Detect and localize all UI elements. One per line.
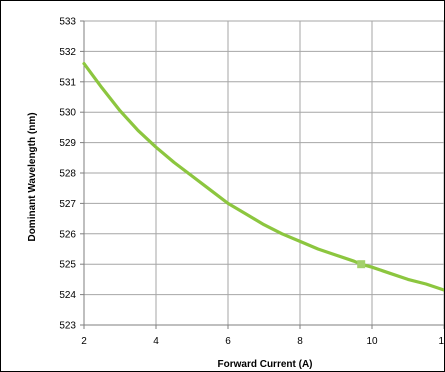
data-point [281,233,283,235]
data-point [83,62,85,65]
y-tick-label: 531 [59,77,76,88]
y-tick-label: 527 [59,199,76,210]
data-point [191,175,193,177]
data-point [101,87,103,89]
y-axis-title: Dominant Wavelength (nm) [27,112,38,241]
data-point [353,260,355,262]
x-axis-title: Forward Current (A) [218,359,313,370]
y-tick-labels: 523 524 525 526 527 528 529 530 531 532 533 [59,17,76,332]
data-point [137,129,139,132]
data-point [227,202,229,205]
x-tick-label: 2 [81,336,87,347]
gridlines [83,20,444,326]
series-line [82,62,444,292]
y-tick-label: 532 [59,47,76,58]
data-point [155,146,157,148]
data-point [335,254,337,256]
y-tick-label: 524 [59,290,76,301]
x-tick-label: 10 [366,336,378,347]
x-tick-label: 12 [438,336,444,347]
y-tick-label: 533 [59,17,76,28]
x-tick-label: 6 [225,336,231,347]
data-point [425,283,427,285]
data-point [299,240,301,243]
x-tick-label: 4 [153,336,159,347]
y-tick-label: 525 [59,260,76,271]
data-point [263,223,265,226]
data-point [209,188,211,191]
x-tick-label: 8 [297,336,303,347]
data-point [317,248,319,250]
axes [80,20,444,329]
data-point [173,161,175,164]
data-point [119,109,121,112]
y-tick-label: 526 [59,229,76,240]
series-layer [82,62,444,292]
x-tick-labels: 2 4 6 8 10 12 [81,336,444,347]
data-point [371,266,373,269]
data-point [389,272,391,275]
data-point [245,213,247,215]
y-tick-label: 528 [59,169,76,180]
data-point [407,278,409,281]
square-marker [357,260,366,269]
data-point [443,289,444,291]
y-tick-label: 529 [59,138,76,149]
y-tick-label: 523 [59,321,76,332]
y-tick-label: 530 [59,108,76,119]
